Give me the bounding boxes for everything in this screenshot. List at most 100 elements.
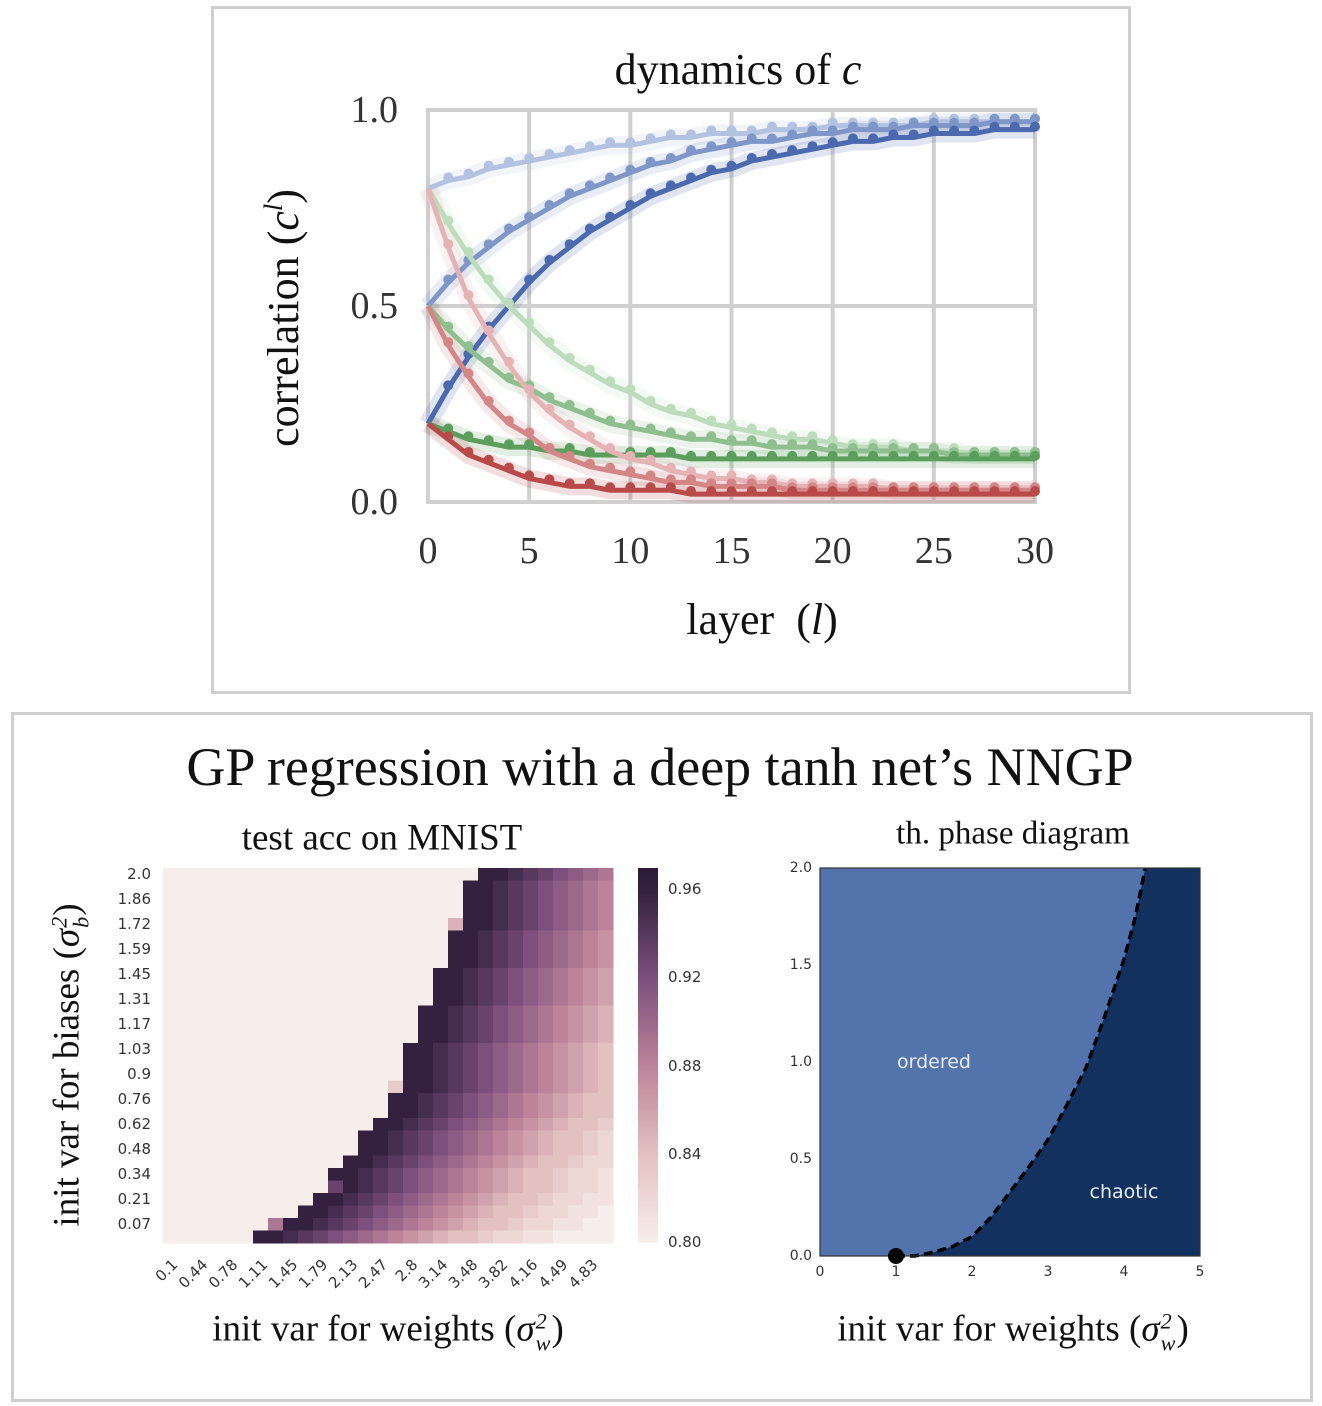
heatmap-cell bbox=[253, 893, 269, 906]
heatmap-cell bbox=[508, 1030, 524, 1044]
heatmap-cell bbox=[388, 1093, 404, 1106]
heatmap-cell bbox=[523, 1168, 539, 1181]
heatmap-cell bbox=[478, 1055, 494, 1069]
heatmap-cell bbox=[298, 1018, 314, 1031]
heatmap-cell bbox=[463, 1093, 479, 1106]
heatmap-cell bbox=[328, 893, 344, 906]
heatmap-cell bbox=[163, 930, 179, 944]
heatmap-cell bbox=[373, 893, 389, 906]
heatmap-cell bbox=[178, 1043, 194, 1056]
data-point bbox=[645, 396, 656, 406]
data-point bbox=[605, 443, 616, 454]
data-point bbox=[746, 423, 757, 434]
data-point bbox=[706, 125, 717, 136]
heatmap-cell bbox=[523, 868, 539, 881]
heatmap-cell bbox=[238, 1180, 254, 1194]
top-panel-frame bbox=[211, 6, 1131, 694]
data-point bbox=[665, 129, 676, 140]
heatmap-cell bbox=[388, 1105, 404, 1119]
heatmap-cell bbox=[283, 868, 299, 881]
colorbar-tick: 0.88 bbox=[668, 1056, 702, 1075]
heatmap-cell bbox=[238, 880, 254, 894]
heatmap-cell bbox=[583, 943, 599, 956]
data-point bbox=[746, 478, 757, 489]
heatmap-cell bbox=[493, 968, 509, 981]
y-label-symbol: c bbox=[258, 211, 308, 231]
heatmap-cell bbox=[373, 880, 389, 894]
heatmap-cell bbox=[253, 1043, 269, 1056]
heatmap-cell bbox=[568, 1230, 584, 1244]
heatmap-cell bbox=[538, 1055, 554, 1069]
heatmap-cell bbox=[178, 918, 194, 931]
heatmap-cell bbox=[418, 1118, 434, 1131]
heatmap-cell bbox=[493, 1105, 509, 1119]
heatmap-colorbar bbox=[638, 868, 658, 1243]
heatmap-cell bbox=[538, 1143, 554, 1156]
heatmap-cell bbox=[538, 1080, 554, 1094]
data-point bbox=[908, 450, 919, 461]
heatmap-cell bbox=[328, 918, 344, 931]
phase-x-tick: 4 bbox=[1119, 1264, 1129, 1280]
data-point bbox=[584, 141, 595, 152]
data-point bbox=[726, 450, 737, 461]
heatmap-cell bbox=[313, 1093, 329, 1106]
phase-x-tick: 5 bbox=[1195, 1264, 1205, 1280]
heatmap-cell bbox=[208, 1118, 224, 1131]
heatmap-cell bbox=[358, 1055, 374, 1069]
heatmap-cell bbox=[283, 1080, 299, 1094]
heatmap-y-tick: 1.45 bbox=[117, 965, 151, 984]
data-point bbox=[706, 415, 717, 426]
heatmap-cell bbox=[583, 1068, 599, 1081]
heatmap-cell bbox=[268, 980, 284, 994]
data-point bbox=[868, 450, 879, 461]
heatmap-cell bbox=[583, 968, 599, 981]
heatmap-cell bbox=[448, 1193, 464, 1206]
heatmap-cell bbox=[268, 1118, 284, 1131]
heatmap-cell bbox=[553, 1205, 569, 1219]
heatmap-cell bbox=[283, 1193, 299, 1206]
phase-diagram-plot bbox=[819, 867, 1201, 1264]
heatmap-cell bbox=[493, 893, 509, 906]
heatmap-cell bbox=[583, 1205, 599, 1219]
heatmap-cell bbox=[493, 1230, 509, 1244]
heatmap-cell bbox=[598, 905, 614, 919]
heatmap-cell bbox=[238, 1030, 254, 1044]
heatmap-cell bbox=[493, 993, 509, 1006]
data-point bbox=[969, 117, 980, 128]
heatmap-cell bbox=[358, 1118, 374, 1131]
data-point bbox=[665, 403, 676, 414]
heatmap-cell bbox=[448, 1068, 464, 1081]
heatmap-cell bbox=[478, 955, 494, 969]
heatmap-cell bbox=[433, 1005, 449, 1019]
heatmap-cell bbox=[538, 1030, 554, 1044]
heatmap-cell bbox=[523, 968, 539, 981]
data-point bbox=[443, 431, 454, 442]
heatmap-cell bbox=[433, 955, 449, 969]
data-point bbox=[807, 486, 818, 497]
heatmap-cell bbox=[523, 1043, 539, 1056]
heatmap-cell bbox=[523, 1180, 539, 1194]
heatmap-cell bbox=[568, 1105, 584, 1119]
heatmap-cell bbox=[598, 1080, 614, 1094]
heatmap-cell bbox=[583, 1080, 599, 1094]
heatmap-cell bbox=[538, 1018, 554, 1031]
heatmap-cell bbox=[178, 1230, 194, 1244]
heatmap-cell bbox=[598, 980, 614, 994]
data-point bbox=[605, 376, 616, 387]
heatmap-cell bbox=[403, 993, 419, 1006]
heatmap-cell bbox=[418, 1043, 434, 1056]
heatmap-cell bbox=[448, 1155, 464, 1169]
data-point bbox=[665, 474, 676, 485]
heatmap-cell bbox=[388, 980, 404, 994]
heatmap-cell bbox=[553, 868, 569, 881]
data-point bbox=[706, 164, 717, 175]
data-point bbox=[625, 466, 636, 477]
heatmap-cell bbox=[463, 1043, 479, 1056]
heatmap-cell bbox=[283, 880, 299, 894]
heatmap-cell bbox=[598, 930, 614, 944]
data-point bbox=[463, 247, 474, 258]
heatmap-cell bbox=[163, 1055, 179, 1069]
heatmap-cell bbox=[343, 1230, 359, 1244]
heatmap-cell bbox=[238, 1055, 254, 1069]
data-point bbox=[726, 486, 737, 497]
